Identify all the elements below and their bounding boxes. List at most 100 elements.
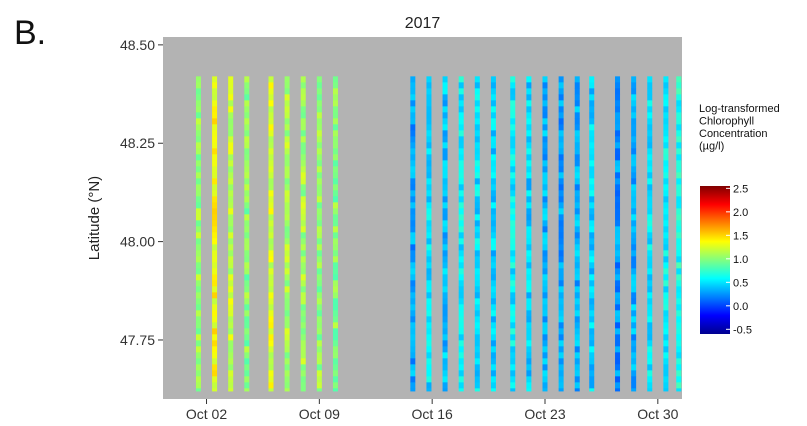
transect-segment [212,160,218,167]
transect-segment [663,286,669,293]
transect-segment [228,244,234,251]
transect-segment [589,130,595,137]
transect-segment [558,250,564,257]
transect-segment [490,232,496,239]
transect-segment [663,88,669,95]
transect-segment [212,184,218,191]
transect-segment [558,208,564,215]
transect-segment [316,76,322,83]
transect-segment [244,358,250,365]
transect-segment [228,382,234,389]
transect-segment [474,286,480,293]
transect-segment [589,262,595,269]
transect-segment [284,190,290,197]
transect-segment [284,238,290,245]
transect-segment [268,352,274,359]
transect-segment [268,202,274,209]
transect-segment [426,184,432,191]
transect-segment [332,202,338,209]
transect-segment [663,130,669,137]
transect-segment [647,388,653,392]
transect-segment [410,112,416,119]
transect-segment [426,388,432,392]
transect-segment [442,262,448,269]
transect-19 [558,76,564,392]
transect-segment [426,304,432,311]
transect-segment [490,364,496,371]
transect-segment [663,322,669,329]
transect-segment [474,160,480,167]
transect-segment [442,214,448,221]
transect-segment [542,82,548,89]
transect-segment [316,256,322,263]
transect-segment [589,106,595,113]
transect-segment [442,352,448,359]
transect-segment [474,172,480,179]
transect-segment [284,118,290,125]
legend-tick-label: 1.0 [733,254,748,266]
transect-segment [526,316,532,323]
transect-segment [442,388,448,392]
transect-segment [316,202,322,209]
transect-segment [228,388,234,392]
transect-segment [558,280,564,287]
transect-segment [244,316,250,323]
transect-segment [615,220,621,227]
transect-segment [300,334,306,341]
transect-segment [589,352,595,359]
transect-segment [195,202,201,209]
transect-segment [558,358,564,365]
transect-segment [300,268,306,275]
transect-segment [458,358,464,365]
transect-segment [442,250,448,257]
transect-segment [244,142,250,149]
transect-segment [615,238,621,245]
transect-segment [244,88,250,95]
transect-segment [458,124,464,131]
transect-segment [558,286,564,293]
transect-segment [589,76,595,83]
transect-segment [663,202,669,209]
transect-segment [490,322,496,329]
transect-segment [490,262,496,269]
transect-segment [316,148,322,155]
transect-segment [574,298,580,305]
transect-segment [676,226,682,233]
transect-segment [332,250,338,257]
transect-segment [526,322,532,329]
transect-segment [676,262,682,269]
transect-segment [663,274,669,281]
transect-segment [615,166,621,173]
transect-segment [195,238,201,245]
transect-segment [458,262,464,269]
colorbar-legend: Log-transformedChlorophyllConcentration(… [699,103,780,336]
transect-segment [332,118,338,125]
transect-segment [510,166,516,173]
transect-segment [284,130,290,137]
transect-segment [589,214,595,221]
transect-segment [300,106,306,113]
transect-segment [458,202,464,209]
transect-segment [490,142,496,149]
transect-segment [663,172,669,179]
transect-segment [284,88,290,95]
transect-segment [244,238,250,245]
transect-segment [631,76,637,83]
transect-segment [526,142,532,149]
transect-segment [510,376,516,383]
transect-segment [195,100,201,107]
transect-segment [442,328,448,335]
transect-segment [474,226,480,233]
transect-segment [284,100,290,107]
transect-segment [212,178,218,185]
transect-segment [647,298,653,305]
transect-segment [663,226,669,233]
transect-segment [526,154,532,161]
transect-segment [300,280,306,287]
transect-segment [332,346,338,353]
transect-segment [426,298,432,305]
transect-segment [526,244,532,251]
transect-segment [526,112,532,119]
transect-segment [542,94,548,101]
transect-segment [300,196,306,203]
